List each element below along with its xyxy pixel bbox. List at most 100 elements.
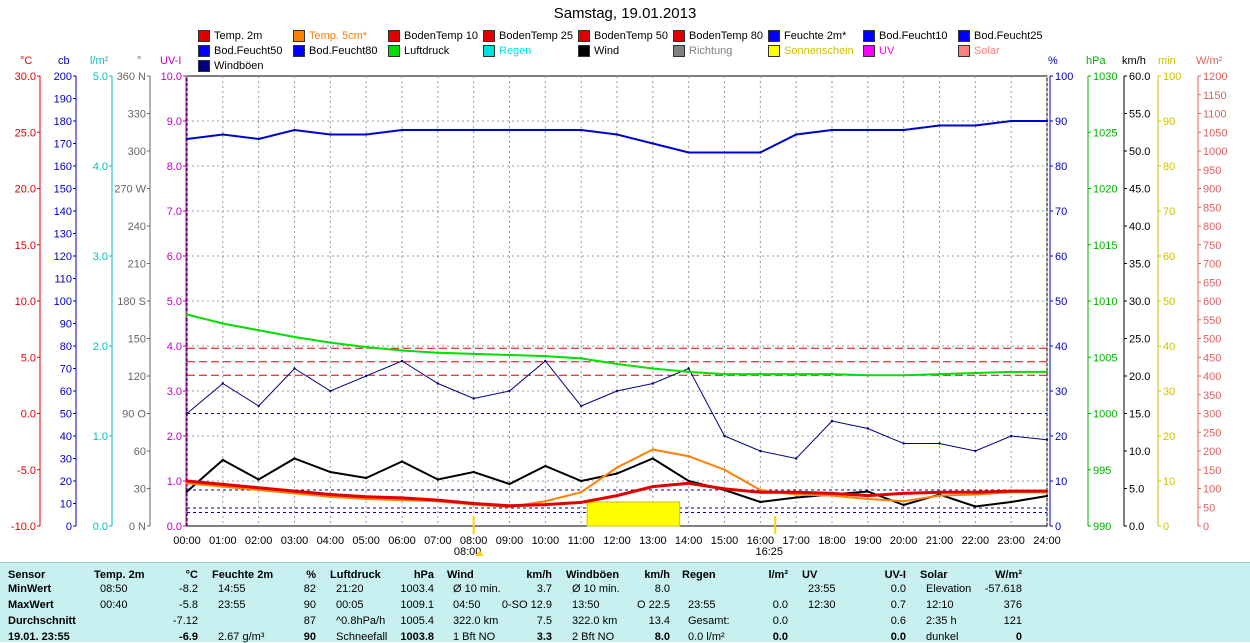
stats-cell-label: Elevation bbox=[926, 583, 972, 595]
series-humidity-point bbox=[974, 124, 977, 127]
uv-axis-label: 7.0 bbox=[167, 206, 182, 218]
stats-row-label: 19.01. 23:55 bbox=[8, 631, 70, 643]
legend-label: Windböen bbox=[214, 60, 264, 72]
stats-col-header: Luftdruck bbox=[330, 569, 381, 581]
sunset-label: 16:25 bbox=[755, 546, 783, 558]
solar-axis-label: 150 bbox=[1203, 465, 1221, 477]
time-label: 15:00 bbox=[711, 535, 739, 547]
stats-row-label: MaxWert bbox=[8, 599, 54, 611]
cb-axis-label: 110 bbox=[54, 274, 72, 286]
series-pressure-point bbox=[866, 374, 870, 377]
series-temp5cm-point bbox=[293, 492, 296, 495]
series-gust-point bbox=[651, 382, 655, 385]
dir-axis-label: 180 S bbox=[117, 296, 146, 308]
series-humidity-point bbox=[293, 128, 296, 132]
series-wind-point bbox=[866, 490, 870, 493]
hum-axis-label: 50 bbox=[1055, 296, 1067, 308]
stats-cell-value: 1003.4 bbox=[400, 583, 434, 595]
series-temp2m-point bbox=[938, 491, 941, 494]
time-label: 06:00 bbox=[388, 535, 416, 547]
series-temp2m-point bbox=[1045, 489, 1049, 493]
series-temp5cm-point bbox=[830, 494, 834, 497]
series-wind-point bbox=[185, 490, 189, 493]
rain-axis-label: 2.0 bbox=[93, 341, 108, 353]
legend-label: Bod.Feucht10 bbox=[879, 30, 948, 42]
time-label: 02:00 bbox=[245, 535, 273, 547]
time-label: 11:00 bbox=[568, 535, 595, 547]
stats-cell-label: 00:40 bbox=[100, 599, 128, 611]
legend-item: Sonnenschein bbox=[768, 45, 854, 57]
series-gust-point bbox=[508, 389, 511, 393]
legend-item: BodenTemp 25 bbox=[483, 30, 573, 42]
series-gust-point bbox=[974, 449, 977, 453]
series-pressure-point bbox=[687, 370, 690, 374]
kmh-axis-label: 35.0 bbox=[1129, 259, 1150, 271]
hpa-axis-label: 1010 bbox=[1093, 296, 1117, 308]
series-gust-point bbox=[400, 359, 404, 363]
kmh-axis-label: 55.0 bbox=[1129, 109, 1150, 121]
dir-axis-label: 270 W bbox=[114, 184, 146, 196]
series-gust-point bbox=[364, 374, 368, 378]
series-gust-point bbox=[866, 427, 870, 430]
cb-axis-label: 30 bbox=[60, 454, 72, 466]
series-wind-point bbox=[794, 496, 798, 499]
stats-cell-value: 90 bbox=[303, 631, 316, 643]
chart-title: Samstag, 19.01.2013 bbox=[553, 5, 697, 22]
series-gust-point bbox=[1045, 438, 1049, 441]
temp-axis-label: 0.0 bbox=[21, 409, 36, 421]
rain-axis-label: 0.0 bbox=[93, 521, 108, 533]
stats-col-header: Temp. 2m bbox=[94, 569, 145, 581]
stats-cell-label: ^0.8hPa/h bbox=[336, 615, 386, 627]
dir-axis-label: 30 bbox=[134, 484, 146, 496]
legend-item: Bod.Feucht10 bbox=[863, 30, 948, 42]
legend-label: Solar bbox=[974, 45, 1000, 57]
series-temp2m-point bbox=[579, 501, 583, 504]
cb-axis-label: 140 bbox=[54, 206, 72, 218]
solar-axis-label: 1200 bbox=[1203, 71, 1227, 83]
cb-axis-label: 0 bbox=[66, 521, 72, 533]
series-temp2m-point bbox=[651, 485, 655, 488]
series-temp2m-point bbox=[830, 492, 834, 495]
legend-item: Luftdruck bbox=[388, 45, 449, 57]
series-gust-point bbox=[615, 389, 619, 393]
legend-swatch bbox=[483, 45, 495, 57]
series-temp2m-point bbox=[794, 491, 798, 494]
legend-label: Regen bbox=[499, 45, 532, 57]
stats-cell-label: 322.0 km bbox=[453, 615, 499, 627]
hpa-axis-label: 1015 bbox=[1093, 240, 1117, 252]
stats-cell-label: 14:55 bbox=[218, 583, 246, 595]
solar-axis-label: 1000 bbox=[1203, 146, 1227, 158]
cb-axis-label: 180 bbox=[54, 116, 72, 128]
series-temp5cm-point bbox=[974, 493, 977, 496]
hpa-axis-label: 995 bbox=[1093, 465, 1111, 477]
series-gust-point bbox=[257, 404, 260, 408]
stats-col-unit: km/h bbox=[526, 569, 552, 581]
series-humidity-point bbox=[544, 128, 547, 132]
series-pressure-point bbox=[329, 341, 332, 344]
kmh-axis-label: 5.0 bbox=[1129, 484, 1144, 496]
hum-axis-label: 10 bbox=[1055, 476, 1067, 488]
dir-axis-label: 90 O bbox=[122, 409, 146, 421]
series-humidity-point bbox=[687, 151, 690, 154]
legend-swatch bbox=[198, 60, 210, 72]
series-pressure-point bbox=[1009, 370, 1013, 374]
legend-swatch bbox=[863, 30, 875, 42]
cb-axis-label: 170 bbox=[54, 139, 72, 151]
time-label: 14:00 bbox=[675, 535, 703, 547]
kmh-axis-label: 45.0 bbox=[1129, 184, 1150, 196]
hum-axis-label: 30 bbox=[1055, 386, 1067, 398]
legend-item: Regen bbox=[483, 45, 531, 57]
series-gust-point bbox=[221, 382, 225, 385]
cb-axis-label: 120 bbox=[54, 251, 72, 263]
temp-axis-label: 5.0 bbox=[21, 352, 36, 364]
series-gust-point bbox=[329, 389, 332, 393]
legend-swatch bbox=[293, 30, 305, 42]
uv-axis-label: 9.0 bbox=[167, 116, 182, 128]
stats-cell-value: O 22.5 bbox=[636, 599, 670, 611]
min-axis-label: 100 bbox=[1163, 71, 1181, 83]
hum-axis-label: 70 bbox=[1055, 206, 1067, 218]
time-label: 16:00 bbox=[747, 535, 775, 547]
stats-cell-value: 0.0 bbox=[772, 599, 788, 611]
series-temp5cm-point bbox=[329, 495, 332, 498]
stats-col-unit: °C bbox=[185, 569, 198, 581]
